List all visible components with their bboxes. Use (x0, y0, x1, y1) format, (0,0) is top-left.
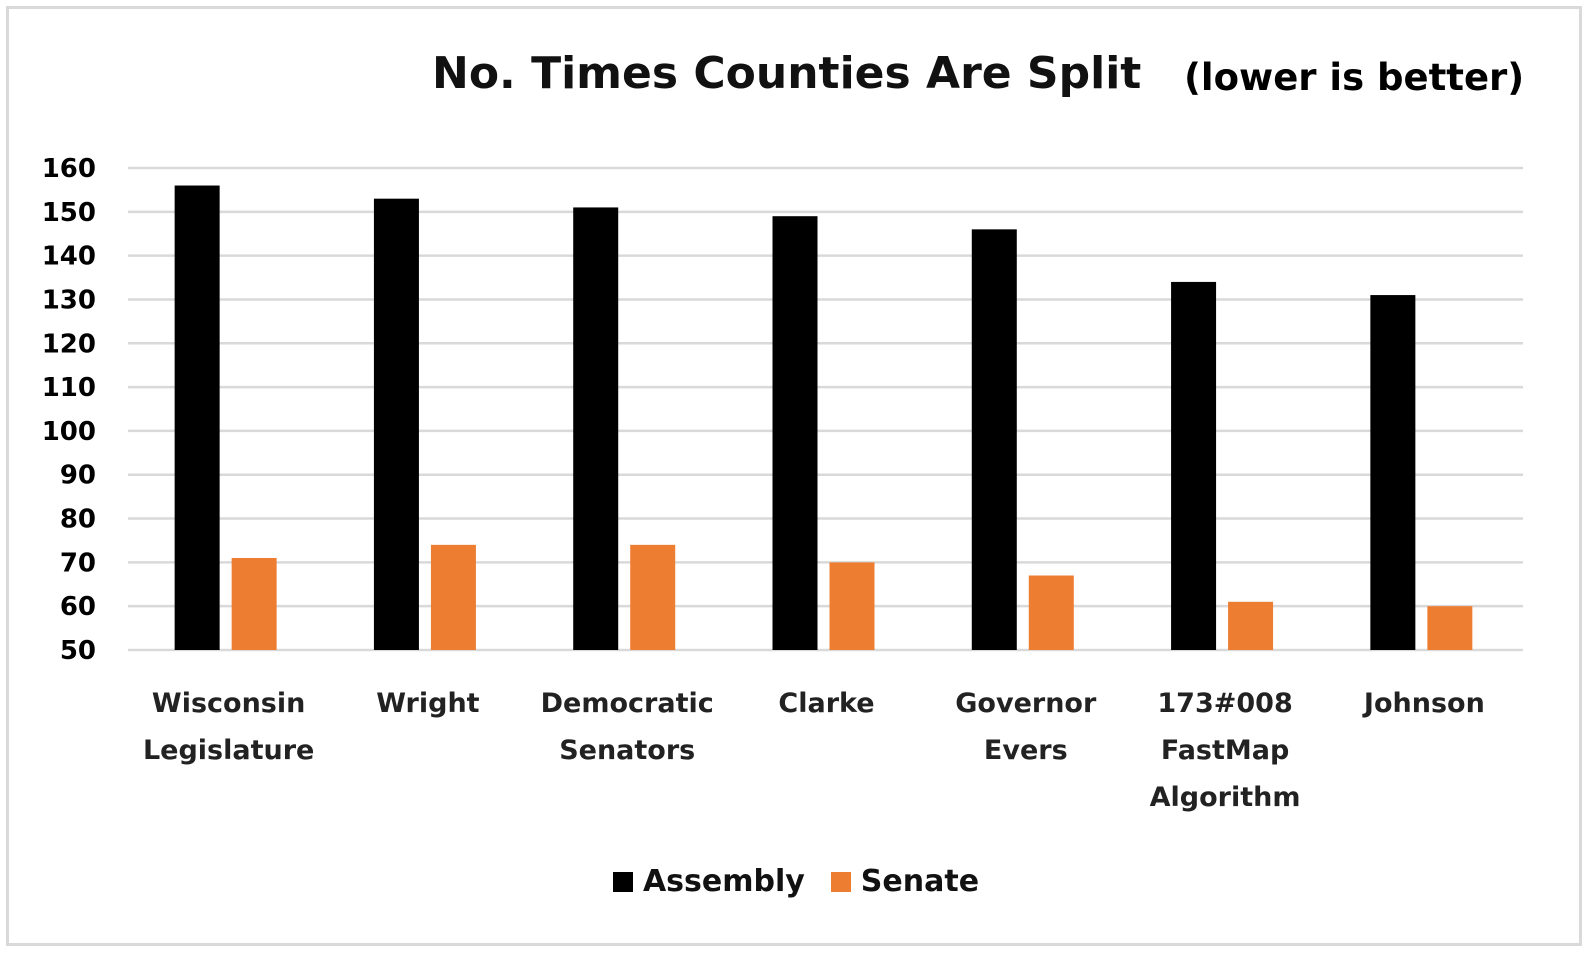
bar-assembly-4 (971, 229, 1017, 650)
legend-swatch-assembly (612, 871, 633, 892)
bar-assembly-3 (772, 216, 818, 650)
chart-title: No. Times Counties Are Split (432, 48, 1142, 99)
x-tick-label: Clarke (778, 688, 874, 719)
y-tick-label: 140 (42, 242, 96, 272)
bar-senate-0 (231, 557, 277, 650)
legend-label-senate: Senate (860, 864, 980, 899)
x-tick-label: Johnson (1362, 688, 1485, 719)
chart-subtitle: (lower is better) (1184, 56, 1525, 99)
legend-swatch-senate (830, 871, 851, 892)
y-tick-label: 120 (42, 329, 96, 359)
bar-senate-1 (430, 544, 476, 650)
bar-assembly-5 (1171, 281, 1217, 650)
y-tick-label: 50 (60, 636, 96, 666)
y-tick-label: 110 (42, 373, 96, 403)
y-tick-label: 80 (60, 505, 96, 535)
bar-senate-4 (1028, 575, 1074, 650)
x-tick-label: Wisconsin Legislature (143, 688, 314, 766)
legend-label-assembly: Assembly (642, 864, 805, 899)
legend-item-assembly: Assembly (612, 864, 805, 899)
bar-assembly-0 (174, 185, 220, 650)
y-tick-label: 100 (42, 417, 96, 447)
y-tick-label: 150 (42, 198, 96, 228)
y-tick-label: 60 (60, 592, 96, 622)
bar-assembly-1 (373, 198, 419, 650)
legend-item-senate: Senate (830, 864, 980, 899)
y-tick-label: 130 (42, 285, 96, 315)
bar-senate-5 (1228, 601, 1274, 650)
y-tick-label: 70 (60, 548, 96, 578)
bar-assembly-6 (1370, 295, 1416, 650)
bar-senate-2 (630, 544, 676, 650)
bar-senate-6 (1427, 606, 1473, 650)
x-tick-label: Democratic Senators (541, 688, 714, 766)
y-tick-label: 90 (60, 461, 96, 491)
x-tick-label: Governor Evers (955, 688, 1097, 766)
bar-senate-3 (829, 562, 875, 650)
x-tick-label: 173#008 FastMap Algorithm (1150, 688, 1301, 813)
chart-legend: Assembly Senate (0, 864, 1592, 899)
y-tick-label: 160 (42, 154, 96, 184)
bar-assembly-2 (573, 207, 619, 650)
x-tick-label: Wright (376, 688, 479, 719)
